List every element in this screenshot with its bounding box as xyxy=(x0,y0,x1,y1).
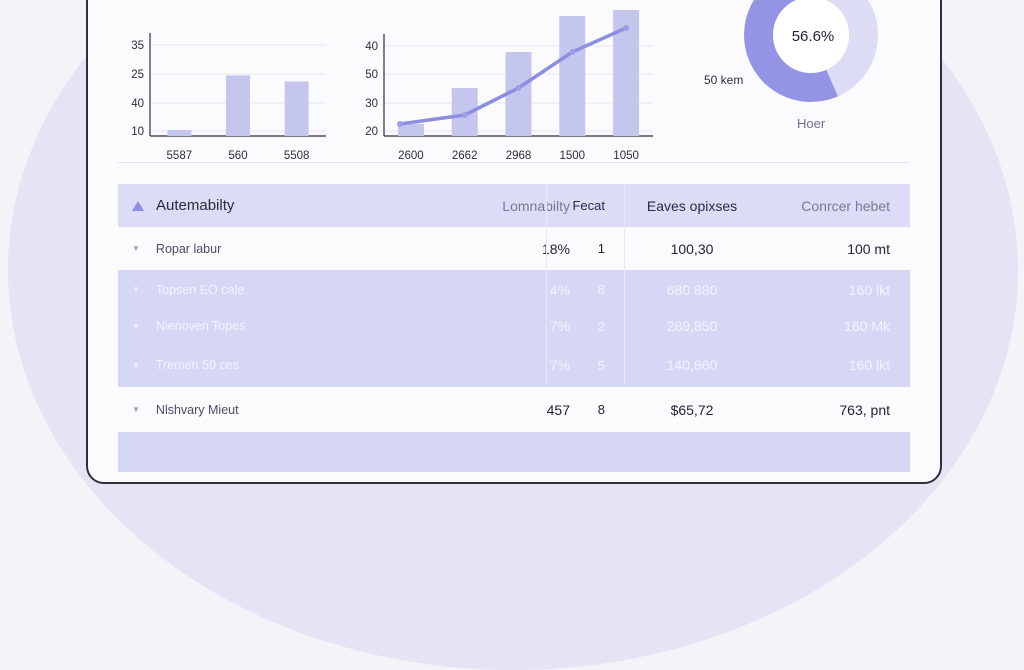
table-row[interactable]: ▼ Nienoven Topes 7% 2 289,850 160 Mk xyxy=(118,309,910,343)
y-tick-label: 40 xyxy=(365,41,378,53)
row-value-d: 160 lkt xyxy=(848,281,890,298)
row-value-c: 289,850 xyxy=(666,318,718,334)
row-value-d: 763, pnt xyxy=(839,401,890,418)
chevron-down-icon[interactable]: ▼ xyxy=(132,244,140,253)
table-header-row: Autemabilty Lomnabilty Fecat Eaves opixs… xyxy=(118,184,910,227)
bar xyxy=(226,75,250,136)
line-point xyxy=(396,121,403,127)
x-tick-label: 2600 xyxy=(398,150,424,162)
x-tick-label: 2662 xyxy=(452,150,478,162)
row-value-d: 160 lkt xyxy=(848,357,890,373)
donut-slice xyxy=(744,0,838,102)
x-tick-label: 560 xyxy=(228,150,247,162)
column-separator xyxy=(624,184,625,384)
y-tick-label: 25 xyxy=(131,69,144,81)
row-value-c: 140,860 xyxy=(666,357,718,373)
donut-footer-label: Hoer xyxy=(797,116,826,131)
donut-center-label: 56.6% xyxy=(791,28,835,45)
y-tick-label: 35 xyxy=(131,40,144,52)
table-row[interactable]: ▼ Tremen 50 ces 7% 5 140,860 160 lkt xyxy=(118,343,910,387)
table-row[interactable]: ▼ Topsen EO cale 4% 8 680 880 160 lkt xyxy=(118,270,910,309)
row-value-c: $65,72 xyxy=(670,401,714,418)
section-divider xyxy=(118,162,910,163)
line-point xyxy=(461,112,468,118)
data-table: Autemabilty Lomnabilty Fecat Eaves opixs… xyxy=(118,184,910,472)
row-value-a: 4% xyxy=(549,281,570,298)
y-tick-label: 20 xyxy=(365,126,378,138)
table-row[interactable]: ▼ Ropar labur 18% 1 100,30 100 mt xyxy=(118,227,910,270)
bar-line-chart-middle: 20 30 50 40 2600 2662 2968 1500 1050 xyxy=(358,2,658,162)
row-name: Ropar labur xyxy=(155,241,222,256)
column-separator xyxy=(546,184,547,384)
highlighted-row-group: ▼ Topsen EO cale 4% 8 680 880 160 lkt ▼ Ni… xyxy=(118,270,910,387)
y-tick-label: 40 xyxy=(131,98,144,110)
row-value-b: 8 xyxy=(597,402,605,417)
row-value-b: 8 xyxy=(597,282,605,297)
column-header-d[interactable]: Conrcer hebet xyxy=(801,197,890,214)
row-value-c: 100,30 xyxy=(670,240,714,257)
row-value-a: 7% xyxy=(549,357,570,373)
row-value-c: 680 880 xyxy=(666,281,718,298)
donut-chart: 56.6% 50 kem Hoer xyxy=(678,0,938,152)
bar-chart-left: 10 40 25 35 5587 560 5508 xyxy=(118,2,338,162)
chevron-down-icon[interactable]: ▼ xyxy=(132,285,140,294)
y-tick-label: 10 xyxy=(131,126,144,138)
column-header-c[interactable]: Eaves opixses xyxy=(646,197,738,214)
chevron-down-icon[interactable]: ▼ xyxy=(132,360,140,370)
row-value-a: 457 xyxy=(546,401,570,418)
donut-hole xyxy=(773,0,849,73)
row-value-a: 18% xyxy=(541,240,570,257)
row-value-d: 160 Mk xyxy=(844,318,890,334)
x-tick-label: 5508 xyxy=(284,150,310,162)
table-row-partial[interactable] xyxy=(118,432,910,472)
donut-side-label: 50 kem xyxy=(704,73,744,87)
column-header-b[interactable]: Fecat xyxy=(572,198,605,213)
chevron-down-icon[interactable]: ▼ xyxy=(132,321,140,331)
x-tick-label: 2968 xyxy=(506,150,532,162)
x-tick-label: 5587 xyxy=(167,150,193,162)
row-value-d: 100 mt xyxy=(847,240,890,257)
x-tick-label: 1500 xyxy=(560,150,586,162)
line-point xyxy=(569,49,576,55)
triangle-icon xyxy=(132,200,144,211)
dashboard-card: 10 40 25 35 5587 560 5508 20 30 50 40 2600 2662 2968… xyxy=(86,0,942,484)
row-name: Tremen 50 ces xyxy=(155,358,239,372)
header-name-cell[interactable]: Autemabilty xyxy=(132,184,234,227)
bar xyxy=(284,81,309,136)
row-name: Nlshvary Mieut xyxy=(155,402,239,417)
row-value-b: 2 xyxy=(597,318,605,334)
bar xyxy=(397,124,424,136)
x-tick-label: 1050 xyxy=(613,150,639,162)
table-row[interactable]: ▼ Nlshvary Mieut 457 8 $65,72 763, pnt xyxy=(118,387,910,432)
row-name: Nienoven Topes xyxy=(155,319,246,333)
donut-slice xyxy=(825,0,878,97)
line-point xyxy=(515,85,522,91)
y-tick-label: 50 xyxy=(365,69,378,81)
column-header-a[interactable]: Lomnabilty xyxy=(502,197,570,214)
chevron-down-icon[interactable]: ▼ xyxy=(132,405,140,414)
line-point xyxy=(623,25,630,31)
y-tick-label: 30 xyxy=(365,98,378,110)
row-name: Topsen EO cale xyxy=(155,282,245,297)
row-value-b: 5 xyxy=(597,357,605,373)
row-value-a: 7% xyxy=(549,318,570,334)
bar xyxy=(167,129,192,136)
header-name-label: Autemabilty xyxy=(156,197,235,214)
row-value-b: 1 xyxy=(597,241,605,256)
bar xyxy=(559,16,586,136)
